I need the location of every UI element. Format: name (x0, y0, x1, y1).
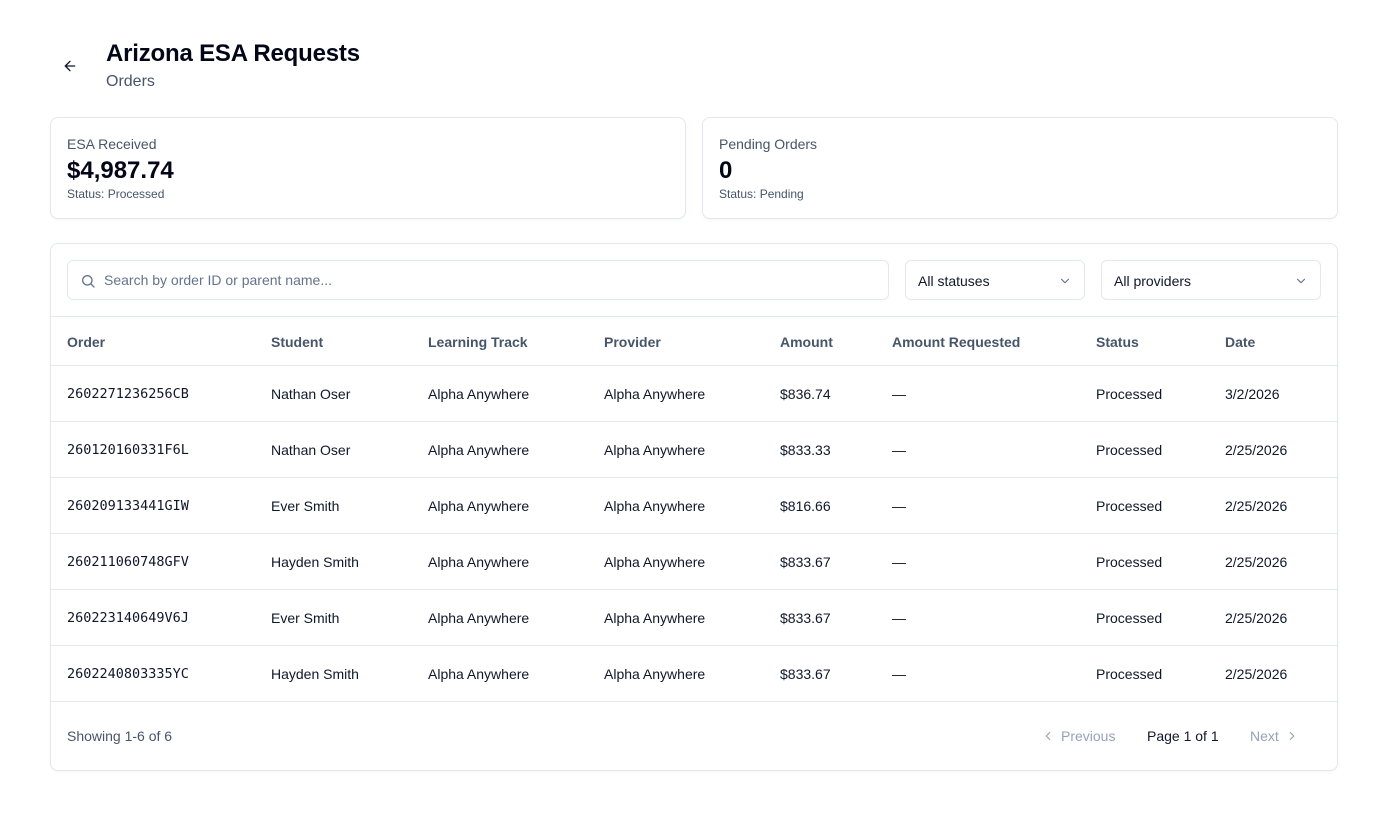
learning-track: Alpha Anywhere (428, 442, 530, 458)
date: 2/25/2026 (1225, 554, 1288, 570)
student-name: Ever Smith (271, 498, 340, 514)
amount: $833.67 (780, 666, 831, 682)
status-filter-value: All statuses (918, 273, 990, 289)
column-header-order[interactable]: Order (67, 334, 106, 350)
student-name: Hayden Smith (271, 666, 359, 682)
page-title: Arizona ESA Requests (106, 40, 360, 67)
student-name: Nathan Oser (271, 386, 351, 402)
order-id: 2602271236256CB (67, 386, 189, 402)
amount: $836.74 (780, 386, 831, 402)
chevron-right-icon (1289, 731, 1295, 741)
provider: Alpha Anywhere (604, 442, 706, 458)
page-subtitle: Orders (106, 73, 155, 90)
table-row[interactable]: 2602271236256CB Nathan Oser Alpha Anywhe… (51, 366, 1337, 422)
status: Processed (1096, 386, 1163, 402)
table-row[interactable]: 260211060748GFV Hayden Smith Alpha Anywh… (51, 534, 1337, 590)
showing-count: Showing 1-6 of 6 (67, 728, 173, 744)
chevron-left-icon (1045, 731, 1051, 741)
order-id: 260209133441GIW (67, 498, 189, 514)
provider-filter-value: All providers (1114, 273, 1192, 289)
status: Processed (1096, 666, 1163, 682)
amount-requested: — (892, 386, 906, 402)
page-header: Arizona ESA Requests Orders (50, 38, 1338, 98)
provider: Alpha Anywhere (604, 610, 706, 626)
chevron-down-icon (1060, 278, 1070, 284)
provider: Alpha Anywhere (604, 386, 706, 402)
date: 3/2/2026 (1225, 386, 1280, 402)
status: Processed (1096, 442, 1163, 458)
page-indicator: Page 1 of 1 (1147, 728, 1219, 744)
order-id: 260120160331F6L (67, 442, 189, 458)
search-input[interactable] (104, 261, 880, 299)
table-header: Order Student Learning Track Provider Am… (51, 316, 1337, 366)
stat-value: $4,987.74 (67, 157, 174, 184)
esa-received-card: ESA Received $4,987.74 Status: Processed (50, 117, 686, 219)
order-id: 260223140649V6J (67, 610, 189, 626)
order-id: 2602240803335YC (67, 666, 189, 682)
previous-label: Previous (1061, 728, 1116, 744)
previous-page-button[interactable]: Previous (1041, 720, 1115, 752)
amount: $833.33 (780, 442, 831, 458)
column-header-amount-requested[interactable]: Amount Requested (892, 334, 1021, 350)
student-name: Hayden Smith (271, 554, 359, 570)
arrow-left-icon (64, 60, 76, 72)
amount-requested: — (892, 442, 906, 458)
amount-requested: — (892, 610, 906, 626)
stat-status: Status: Processed (67, 187, 165, 201)
learning-track: Alpha Anywhere (428, 386, 530, 402)
back-button[interactable] (54, 50, 86, 82)
column-header-date[interactable]: Date (1225, 334, 1256, 350)
column-header-student[interactable]: Student (271, 334, 324, 350)
next-page-button[interactable]: Next (1250, 720, 1299, 752)
status-filter-select[interactable]: All statuses (905, 260, 1085, 300)
provider: Alpha Anywhere (604, 554, 706, 570)
table-footer: Showing 1-6 of 6 Previous Page 1 of 1 Ne… (51, 702, 1337, 770)
next-label: Next (1250, 728, 1279, 744)
column-header-status[interactable]: Status (1096, 334, 1139, 350)
learning-track: Alpha Anywhere (428, 498, 530, 514)
stat-label: ESA Received (67, 136, 157, 152)
amount-requested: — (892, 498, 906, 514)
search-icon (82, 275, 95, 288)
stat-value: 0 (719, 157, 733, 184)
search-box (67, 260, 889, 300)
table-row[interactable]: 260120160331F6L Nathan Oser Alpha Anywhe… (51, 422, 1337, 478)
pending-orders-card: Pending Orders 0 Status: Pending (702, 117, 1338, 219)
order-id: 260211060748GFV (67, 554, 189, 570)
column-header-learning-track[interactable]: Learning Track (428, 334, 528, 350)
date: 2/25/2026 (1225, 666, 1288, 682)
learning-track: Alpha Anywhere (428, 610, 530, 626)
amount-requested: — (892, 666, 906, 682)
student-name: Nathan Oser (271, 442, 351, 458)
orders-panel: All statuses All providers Order Student… (50, 243, 1338, 771)
amount: $816.66 (780, 498, 831, 514)
student-name: Ever Smith (271, 610, 340, 626)
amount-requested: — (892, 554, 906, 570)
learning-track: Alpha Anywhere (428, 554, 530, 570)
table-row[interactable]: 260209133441GIW Ever Smith Alpha Anywher… (51, 478, 1337, 534)
date: 2/25/2026 (1225, 442, 1288, 458)
amount: $833.67 (780, 610, 831, 626)
table-row[interactable]: 2602240803335YC Hayden Smith Alpha Anywh… (51, 646, 1337, 702)
stat-label: Pending Orders (719, 136, 818, 152)
date: 2/25/2026 (1225, 610, 1288, 626)
stat-status: Status: Pending (719, 187, 804, 201)
status: Processed (1096, 554, 1163, 570)
chevron-down-icon (1296, 278, 1306, 284)
column-header-amount[interactable]: Amount (780, 334, 833, 350)
learning-track: Alpha Anywhere (428, 666, 530, 682)
provider: Alpha Anywhere (604, 498, 706, 514)
column-header-provider[interactable]: Provider (604, 334, 661, 350)
table-row[interactable]: 260223140649V6J Ever Smith Alpha Anywher… (51, 590, 1337, 646)
provider-filter-select[interactable]: All providers (1101, 260, 1321, 300)
status: Processed (1096, 610, 1163, 626)
provider: Alpha Anywhere (604, 666, 706, 682)
date: 2/25/2026 (1225, 498, 1288, 514)
status: Processed (1096, 498, 1163, 514)
amount: $833.67 (780, 554, 831, 570)
